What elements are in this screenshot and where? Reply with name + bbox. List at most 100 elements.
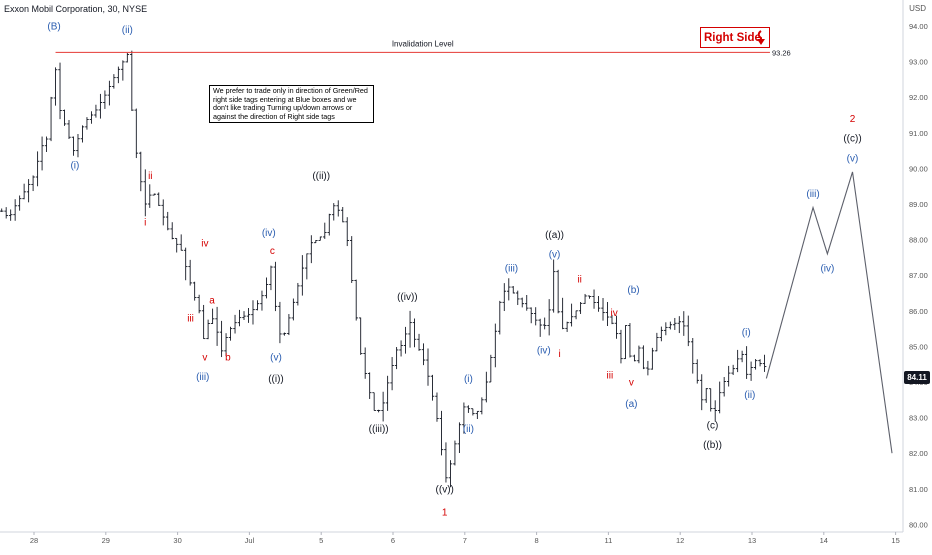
price-bar — [547, 299, 551, 336]
price-bar — [650, 347, 655, 370]
price-bar — [381, 391, 385, 422]
y-tick-label: 89.00 — [909, 200, 928, 209]
price-bar — [179, 234, 183, 251]
price-bar — [174, 237, 179, 253]
price-bar — [637, 345, 641, 364]
price-bar — [659, 326, 664, 342]
price-bar — [493, 323, 498, 368]
price-bar — [85, 117, 89, 130]
price-bar — [704, 388, 709, 403]
price-bar — [471, 408, 475, 416]
wave-label: i — [558, 349, 560, 360]
y-tick-label: 85.00 — [909, 342, 928, 351]
price-bar — [116, 66, 121, 84]
price-bar — [578, 301, 583, 314]
wave-label: b — [225, 353, 231, 364]
price-bar — [641, 345, 646, 370]
price-bar — [408, 310, 412, 348]
price-bar — [89, 111, 94, 124]
price-bar — [246, 308, 251, 323]
price-bar — [385, 375, 390, 411]
wave-label: ii — [577, 274, 581, 285]
price-bar — [71, 136, 76, 156]
wave-label: ((iv)) — [397, 292, 418, 303]
y-tick-label: 80.00 — [909, 520, 928, 529]
price-bar — [327, 213, 332, 236]
price-bar — [35, 151, 40, 187]
wave-label: 2 — [850, 114, 856, 125]
price-bar — [336, 200, 341, 217]
price-bar — [80, 125, 85, 143]
price-bar — [8, 209, 13, 221]
wave-label: iv — [201, 239, 208, 250]
price-bar — [668, 321, 673, 330]
price-bar — [76, 133, 80, 158]
price-bar — [161, 199, 166, 226]
x-tick-label: 29 — [102, 536, 110, 545]
price-bar — [439, 410, 444, 456]
price-bar — [596, 296, 601, 312]
price-bar — [601, 298, 605, 321]
axis-layer: 80.0081.0082.0083.0084.0085.0086.0087.00… — [0, 0, 928, 545]
wave-label: i — [144, 217, 146, 228]
price-bar — [4, 207, 8, 219]
price-bar — [134, 108, 139, 159]
price-bar — [749, 361, 753, 381]
wave-label: v — [202, 353, 207, 364]
wave-label: 1 — [442, 508, 448, 519]
note-box: We prefer to trade only in direction of … — [209, 85, 374, 123]
wave-label: iii — [187, 313, 194, 324]
price-bar — [587, 295, 592, 299]
current-price-badge: 84.11 — [904, 371, 930, 384]
wave-label: (iii) — [196, 372, 209, 383]
x-tick-label: 13 — [748, 536, 756, 545]
price-bar — [677, 316, 682, 334]
price-bar — [453, 440, 457, 466]
wave-label: v — [629, 378, 634, 389]
price-bar — [228, 326, 233, 341]
price-bar — [318, 236, 323, 241]
invalidation-value: 93.26 — [772, 48, 791, 57]
price-bar — [699, 374, 704, 411]
price-bar — [713, 400, 718, 422]
price-bar — [22, 183, 26, 200]
wave-label: iii — [607, 370, 614, 381]
y-tick-label: 91.00 — [909, 129, 928, 138]
price-bar — [372, 392, 376, 411]
y-tick-label: 82.00 — [909, 449, 928, 458]
wave-label: (iv) — [537, 346, 551, 357]
wave-label: ((i)) — [268, 374, 284, 385]
price-bar — [592, 289, 596, 309]
price-bar — [758, 359, 762, 367]
price-bar — [112, 74, 116, 89]
price-bar — [201, 304, 206, 340]
x-tick-label: 30 — [173, 536, 181, 545]
price-bar — [17, 195, 22, 211]
wave-label: ((iii)) — [369, 424, 389, 435]
price-bar — [457, 422, 462, 454]
price-bar — [515, 290, 520, 306]
wave-label: ii — [148, 171, 152, 182]
price-bar — [210, 308, 215, 324]
y-tick-label: 88.00 — [909, 236, 928, 245]
wave-label: ((v)) — [436, 484, 454, 495]
wave-label: (c) — [707, 420, 719, 431]
x-tick-label: Jul — [245, 536, 255, 545]
x-tick-label: 11 — [605, 536, 613, 545]
y-tick-label: 87.00 — [909, 271, 928, 280]
price-bar — [224, 333, 228, 357]
price-bar — [475, 410, 480, 419]
price-bar — [744, 346, 749, 379]
price-bar — [412, 318, 417, 348]
price-bar — [695, 359, 700, 384]
price-bar — [762, 354, 767, 372]
price-bar — [435, 392, 439, 422]
price-bar — [170, 222, 175, 240]
price-bar — [498, 300, 502, 335]
wave-label: (b) — [627, 285, 639, 296]
price-bar — [417, 333, 421, 351]
invalidation-label: Invalidation Level — [392, 39, 454, 48]
x-tick-label: 15 — [891, 536, 899, 545]
